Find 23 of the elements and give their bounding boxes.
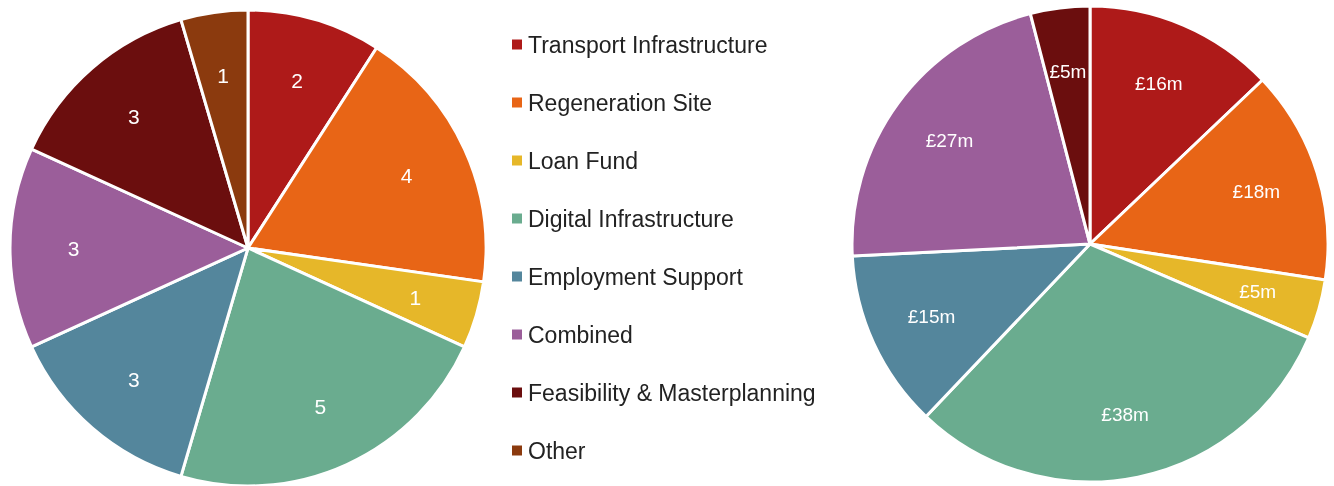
data-label: £27m	[925, 130, 974, 152]
legend-label: Employment Support	[528, 263, 744, 290]
legend-label: Other	[528, 437, 586, 464]
data-label: £18m	[1232, 181, 1281, 203]
legend-label: Digital Infrastructure	[528, 205, 734, 232]
data-label: 1	[409, 285, 422, 309]
legend-label: Combined	[528, 321, 633, 348]
legend-label: Loan Fund	[528, 147, 638, 174]
legend-label: Regeneration Site	[528, 89, 713, 116]
data-label: 2	[291, 69, 303, 93]
data-label: 5	[314, 395, 327, 419]
data-label: 3	[127, 368, 140, 392]
data-label: 1	[217, 63, 230, 87]
data-label: £38m	[1101, 404, 1149, 426]
data-label: 3	[67, 236, 80, 260]
data-label: £16m	[1134, 73, 1183, 95]
legend-label: Feasibility & Masterplanning	[528, 379, 816, 406]
data-label: £5m	[1239, 281, 1277, 303]
legend-label: Transport Infrastructure	[528, 31, 768, 58]
data-label: £5m	[1049, 60, 1087, 82]
data-label: 4	[400, 164, 413, 188]
data-label: £15m	[907, 306, 956, 328]
data-label: 3	[127, 104, 140, 128]
